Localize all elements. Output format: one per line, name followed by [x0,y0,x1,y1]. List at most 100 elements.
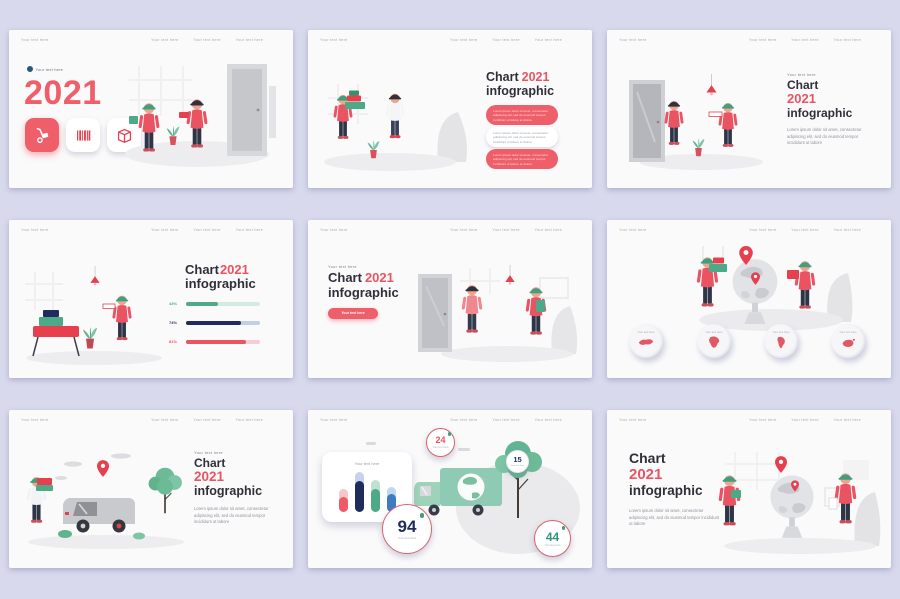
nav-item: Your text here [492,37,520,42]
slide-4[interactable]: Your text here Your text here Your text … [9,220,293,378]
window-grid [129,66,193,116]
nav-item: Your text here [151,417,179,422]
barcode-icon [76,129,90,141]
slide-nav: Your text here Your text here Your text … [619,37,861,42]
delivery-man [129,103,160,152]
stat-label: Your text here [397,536,417,540]
delivery-woman-pizza [102,295,132,341]
window-grid [725,452,869,507]
nav-item: Your text here [619,227,647,232]
progress-bar-track [186,321,260,325]
slide-9[interactable]: Your text here Your text here Your text … [607,410,891,568]
icon-card-barcode [66,118,100,152]
bar-fill [338,497,348,512]
bar-fill [354,481,364,512]
open-door [629,80,665,162]
title-infographic: infographic [328,285,399,300]
cloud [458,448,470,451]
location-pin-icon [775,456,787,473]
slide-7[interactable]: Your text here Your text here Your text … [9,410,293,568]
icon-card-hand-truck [25,118,59,152]
title-chart: Chart [194,456,226,470]
map-south-america-icon [777,336,785,349]
slide-nav: Your text here Your text here Your text … [21,417,263,422]
stat-label: Your text here [544,543,561,547]
stat-label: Your text here [510,464,525,467]
text-pill: Lorem ipsum dolor sit amet, consectetur … [486,127,558,147]
nav-item: Your text here [534,37,562,42]
stat-circle-15: 15 Your text here [506,450,529,473]
progress-bar-track [186,340,260,344]
nav-item: Your text here [151,227,179,232]
slide-4-illustration [25,266,162,365]
title-infographic: infographic [185,276,256,291]
slide-5[interactable]: Your text here Your text here Your text … [308,220,592,378]
delivery-man [26,477,53,523]
stat-value: 15 [513,455,522,465]
slide-title: Chart 2021 [185,262,249,277]
progress-bar-fill [186,302,218,306]
region-label: Your text here [839,330,857,334]
slide-6-illustration [696,246,853,331]
title-year: 2021 [629,466,663,483]
stat-circle-44: 44 Your text here [534,520,571,557]
slide-nav: Your text here Your text here Your text … [619,227,861,232]
package-icon [117,128,131,143]
title-infographic: infographic [787,106,853,120]
slide-title: Chart 2021 [486,70,549,84]
slide-1-illustration [125,64,276,167]
nav-item: Your text here [791,417,819,422]
title-infographic: infographic [629,483,703,498]
nav-item: Your text here [21,417,49,422]
slide-6[interactable]: Your text here Your text here Your text … [607,220,891,378]
stat-value: 44 [545,529,560,544]
badge-label: Your text here [35,66,64,72]
text-pill: Lorem ipsum dolor sit amet, consectetur … [486,149,558,169]
region-circle: Your text here [831,324,865,358]
kicker-label: Your text here [194,450,223,455]
title-chart: Chart [629,450,666,466]
side-table-with-boxes [32,310,80,357]
slide-3-illustration [629,74,763,170]
title-year: 2021 [787,91,816,106]
slide-7-illustration [26,453,184,549]
location-pin-icon [97,460,109,477]
nav-item: Your text here [320,417,348,422]
stat-value: 94 [397,517,417,536]
title-chart: Chart [486,70,519,84]
bar [370,468,380,512]
body-copy: Lorem ipsum dolor sit amet, consectetur … [629,508,720,527]
slide-3[interactable]: Your text here Your text here Your text … [607,30,891,188]
kicker-label: Your text here [328,264,357,269]
mini-chart-title: Your text here [354,461,380,466]
delivery-van [62,498,135,533]
nav-item: Your text here [21,37,49,42]
bar-value-label: 81% [169,339,178,344]
customer-man [461,285,483,333]
delivery-man [718,475,741,526]
bar [338,468,348,512]
bar [354,468,364,512]
delivery-man [828,473,857,524]
stat-circle-24: 24 Your text here [426,428,455,457]
slide-nav: Your text here Your text here Your text … [21,37,263,42]
slide-5-illustration [418,264,578,362]
nav-item: Your text here [21,227,49,232]
nav-item: Your text here [833,227,861,232]
region-circle: Your text here [764,324,798,358]
title-infographic: infographic [194,484,263,498]
slide-8[interactable]: Your text here Your text here Your text … [308,410,592,568]
nav-item: Your text here [193,417,221,422]
nav-item: Your text here [320,227,348,232]
progress-bar-fill [186,321,241,325]
slide-1[interactable]: Your text here Your text here Your text … [9,30,293,188]
text-pill: Lorem ipsum dolor sit amet, consectetur … [486,105,558,125]
slide-nav: Your text here Your text here Your text … [320,227,562,232]
title-chart: Chart [185,262,219,277]
title-year: 2021 [521,70,550,84]
bush [133,532,145,540]
title-year: 2021 [364,270,394,285]
slide-2[interactable]: Your text here Your text here Your text … [308,30,592,188]
bar [386,468,396,512]
nav-item: Your text here [320,37,348,42]
